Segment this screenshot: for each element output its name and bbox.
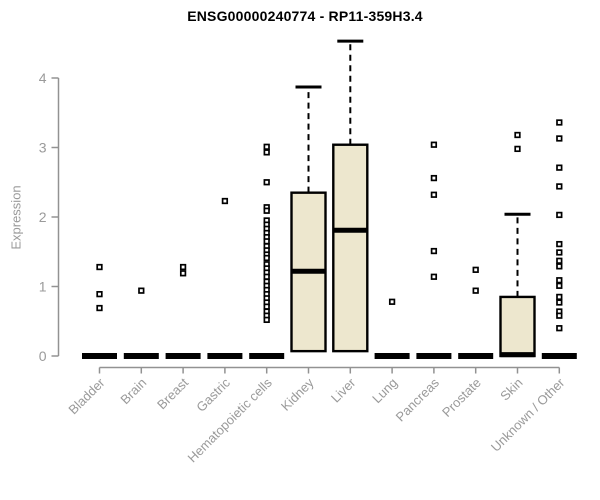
box-group-brain bbox=[123, 287, 159, 359]
outlier-point bbox=[263, 254, 270, 262]
outlier-point bbox=[556, 263, 563, 270]
outlier-point bbox=[556, 211, 563, 219]
x-tick-label: Kidney bbox=[278, 375, 317, 414]
y-tick-label: 1 bbox=[39, 279, 47, 295]
outlier-point bbox=[263, 303, 270, 310]
outlier-point bbox=[430, 247, 438, 255]
outlier-point bbox=[96, 290, 103, 298]
outlier-point bbox=[96, 263, 103, 271]
box-group-gastric bbox=[207, 197, 243, 359]
collapsed-box-at-zero bbox=[458, 353, 494, 359]
x-tick-label: Brain bbox=[117, 375, 149, 407]
box-group-skin bbox=[499, 131, 536, 358]
outlier-point bbox=[263, 207, 270, 214]
box-group-liver bbox=[332, 39, 369, 353]
outlier-point bbox=[556, 119, 563, 126]
x-tick-label: Unknown / Other bbox=[488, 375, 568, 455]
outlier-point bbox=[430, 174, 438, 182]
outlier-point bbox=[263, 179, 270, 186]
outlier-point bbox=[138, 287, 145, 294]
collapsed-box-at-zero bbox=[249, 353, 285, 359]
outlier-point bbox=[263, 273, 270, 280]
iqr-box bbox=[332, 143, 369, 353]
collapsed-box-at-zero bbox=[207, 353, 243, 359]
box-group-unknown-other bbox=[541, 119, 577, 359]
outlier-point bbox=[556, 135, 563, 142]
outlier-point bbox=[179, 270, 187, 277]
x-tick-label: Lung bbox=[369, 375, 400, 406]
collapsed-box-at-zero bbox=[165, 353, 201, 359]
box-group-lung bbox=[374, 298, 410, 359]
x-tick-label: Bladder bbox=[65, 375, 108, 418]
outlier-point bbox=[556, 282, 563, 289]
outlier-point bbox=[556, 240, 563, 248]
outlier-point bbox=[556, 299, 563, 306]
outlier-point bbox=[430, 141, 438, 148]
outlier-point bbox=[556, 325, 563, 332]
outlier-point bbox=[96, 304, 103, 312]
outlier-point bbox=[179, 263, 187, 271]
outlier-point bbox=[263, 316, 270, 324]
outlier-point bbox=[430, 191, 438, 198]
chart-title: ENSG00000240774 - RP11-359H3.4 bbox=[187, 8, 423, 24]
collapsed-box-at-zero bbox=[374, 353, 410, 359]
x-tick-label: Skin bbox=[497, 375, 525, 403]
x-tick-label: Pancreas bbox=[393, 375, 443, 425]
outlier-point bbox=[430, 273, 438, 280]
outlier-point bbox=[556, 312, 563, 319]
outlier-point bbox=[556, 277, 563, 284]
collapsed-box-at-zero bbox=[541, 353, 577, 359]
outlier-point bbox=[556, 164, 563, 171]
box-group-breast bbox=[165, 263, 201, 359]
box-group-kidney bbox=[290, 85, 327, 353]
outlier-point bbox=[514, 145, 521, 153]
outlier-point bbox=[472, 287, 479, 294]
outlier-point bbox=[514, 131, 521, 139]
box-group-bladder bbox=[82, 263, 117, 359]
outlier-point bbox=[472, 266, 479, 273]
collapsed-box-at-zero bbox=[82, 353, 117, 359]
x-tick-label: Breast bbox=[154, 375, 191, 412]
outlier-point bbox=[221, 197, 229, 205]
y-tick-label: 4 bbox=[39, 70, 47, 86]
outlier-point bbox=[556, 293, 563, 301]
outlier-point bbox=[556, 183, 563, 190]
outlier-point bbox=[263, 238, 270, 245]
outlier-point bbox=[388, 298, 396, 305]
box-group-hematopoietic-cells bbox=[249, 143, 285, 359]
y-tick-label: 3 bbox=[39, 140, 47, 156]
x-tick-label: Liver bbox=[328, 375, 359, 406]
iqr-box bbox=[499, 295, 536, 358]
outlier-point bbox=[556, 257, 563, 264]
y-tick-label: 0 bbox=[39, 348, 47, 364]
x-tick-label: Gastric bbox=[193, 375, 233, 415]
y-tick-label: 2 bbox=[39, 209, 47, 225]
outlier-point bbox=[556, 249, 563, 256]
collapsed-box-at-zero bbox=[416, 353, 452, 359]
outlier-point bbox=[263, 149, 270, 156]
box-group-pancreas bbox=[416, 141, 452, 359]
outlier-point bbox=[263, 143, 270, 150]
collapsed-box-at-zero bbox=[123, 353, 159, 359]
box-group-prostate bbox=[458, 266, 494, 359]
x-tick-label: Prostate bbox=[439, 375, 484, 420]
